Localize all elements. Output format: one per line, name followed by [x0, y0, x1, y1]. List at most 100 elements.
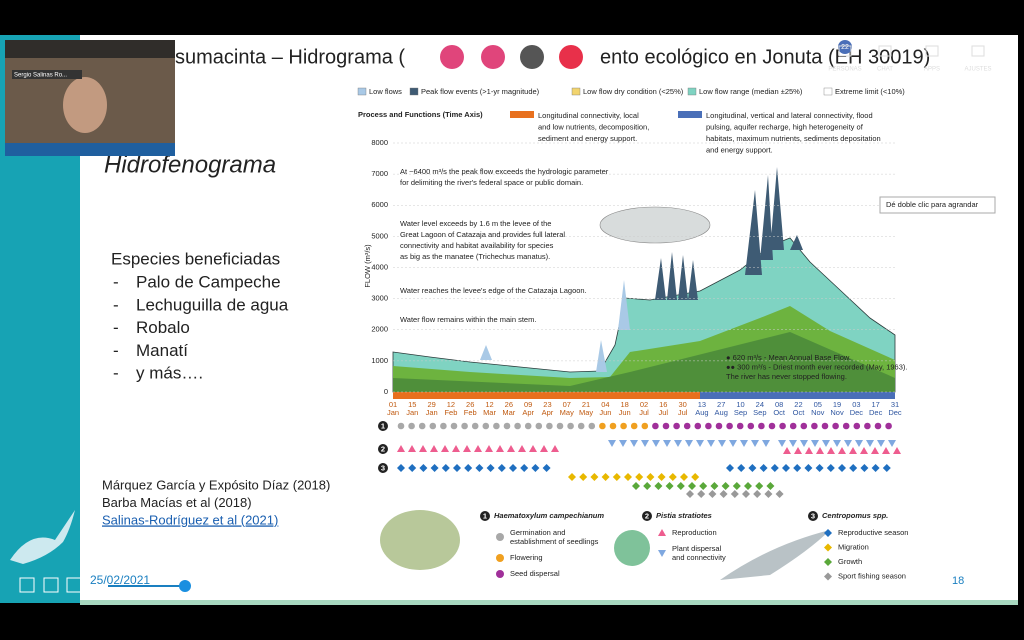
x-day-label: 07: [563, 400, 571, 409]
species-item: Palo de Campeche: [136, 272, 281, 291]
note: ● 620 m³/s - Mean Annual Base Flow.: [726, 353, 851, 362]
phenology-diamond: [688, 482, 696, 490]
phenology-triangle: [888, 440, 896, 447]
species-item: Robalo: [136, 318, 190, 337]
phenology-diamond: [579, 473, 588, 481]
share-screen-button[interactable]: [520, 45, 544, 69]
process-swatch: [510, 111, 534, 118]
phenology-diamond: [753, 490, 762, 498]
phenology-triangle: [811, 440, 819, 447]
phenology-diamond: [737, 464, 746, 472]
panel-number-badge: [808, 511, 818, 521]
y-tick-label: 2000: [371, 325, 388, 334]
legend-swatch: [357, 87, 367, 96]
phenology-triangle: [658, 550, 666, 557]
phenology-dot: [397, 422, 405, 430]
phenology-triangle: [877, 440, 885, 447]
x-day-label: 31: [891, 400, 899, 409]
button-icon[interactable]: [971, 45, 985, 57]
phenology-triangle: [663, 440, 671, 447]
y-tick-label: 5000: [371, 231, 388, 240]
button-icon[interactable]: [878, 45, 892, 57]
panel-item: establishment of seedlings: [510, 537, 599, 546]
gallery-tool[interactable]: [43, 577, 59, 593]
phenology-triangle: [608, 440, 616, 447]
process-strip-2: [700, 392, 895, 399]
phenology-triangle: [540, 445, 548, 452]
panel-item: Sport fishing season: [838, 571, 906, 580]
phenology-dot: [471, 422, 479, 430]
phenology-triangle: [866, 440, 874, 447]
phenology-diamond: [680, 473, 688, 481]
hydrograph-figure: Low flows Peak flow events (>1-yr magnitu…: [357, 87, 908, 581]
phenology-diamond: [486, 464, 495, 472]
phenology-dot: [450, 422, 458, 430]
phenology-triangle: [794, 447, 802, 454]
phenology-dot: [800, 422, 808, 430]
phenology-dot: [493, 422, 500, 430]
phenology-triangle: [816, 447, 824, 454]
references: Márquez García y Expósito Díaz (2018) Bar…: [102, 477, 330, 527]
phenology-diamond: [430, 464, 439, 472]
phenology-dot: [705, 422, 712, 430]
x-month-label: May: [579, 408, 593, 417]
flow-base-area: [393, 332, 895, 392]
phenology-triangle: [778, 440, 786, 447]
phenology-dot: [853, 422, 861, 430]
mic-off-button[interactable]: [481, 45, 505, 69]
phenology-triangle: [855, 440, 863, 447]
phenology-triangle: [827, 447, 835, 454]
phenology-diamond: [732, 482, 741, 490]
panel-item: and connectivity: [672, 553, 726, 562]
reference: Barba Macías et al (2018): [102, 495, 252, 510]
x-month-label: Nov: [811, 408, 825, 417]
process-title: Process and Functions (Time Axis): [358, 110, 483, 119]
phenology-diamond: [744, 482, 752, 490]
legend-swatch: [823, 87, 833, 96]
x-day-label: 22: [794, 400, 802, 409]
row-number-badge: [378, 463, 388, 473]
progress-knob[interactable]: [179, 580, 191, 592]
process-strip-1: [393, 392, 700, 399]
panel-item: Migration: [838, 542, 869, 551]
panel-item: Seed dispersal: [510, 569, 560, 578]
panel-item: Flowering: [510, 553, 543, 562]
button-icon[interactable]: [925, 45, 939, 57]
phenology-diamond: [408, 464, 417, 472]
phenology-diamond: [601, 473, 610, 481]
button-icon[interactable]: [838, 45, 852, 57]
phenology-dot: [546, 422, 553, 430]
hang-up-button[interactable]: [559, 45, 583, 69]
x-day-label: 15: [408, 400, 416, 409]
legend-swatch: [687, 87, 697, 96]
x-month-label: Dec: [850, 408, 864, 417]
tooltip-text: Dé doble clic para agrandar: [886, 200, 979, 209]
panel-name: Haematoxylum campechianum: [494, 511, 604, 520]
phenology-dot: [885, 422, 892, 430]
phenology-dot: [503, 422, 511, 430]
peak-flow-spikes: [655, 167, 803, 300]
phenology-diamond: [441, 464, 450, 472]
x-month-label: Oct: [793, 408, 806, 417]
phenology-triangle: [658, 529, 666, 536]
participant-name: Sergio Salinas Ro...: [14, 73, 67, 79]
phenology-diamond: [708, 490, 717, 498]
phenology-triangle: [397, 445, 405, 452]
x-month-label: Jan: [426, 408, 438, 417]
annotation: as big as the manatee (Trichechus manatu…: [400, 252, 550, 261]
camera-off-button[interactable]: [440, 45, 464, 69]
x-month-label: May: [560, 408, 574, 417]
phenology-triangle: [882, 447, 890, 454]
bullet: -: [113, 318, 119, 337]
video-controls: [5, 143, 175, 156]
phenology-diamond: [632, 482, 640, 490]
annotation-tool[interactable]: [19, 577, 35, 593]
reference: Márquez García y Expósito Díaz (2018): [102, 477, 330, 492]
phenology-triangle: [674, 440, 682, 447]
x-month-label: Mar: [483, 408, 496, 417]
grid-tool[interactable]: [66, 577, 82, 593]
phenology-dot: [440, 422, 447, 430]
phenology-diamond: [643, 482, 652, 490]
x-month-label: Jul: [659, 408, 669, 417]
annotation: connectivity and habitat availability fo…: [400, 241, 554, 250]
